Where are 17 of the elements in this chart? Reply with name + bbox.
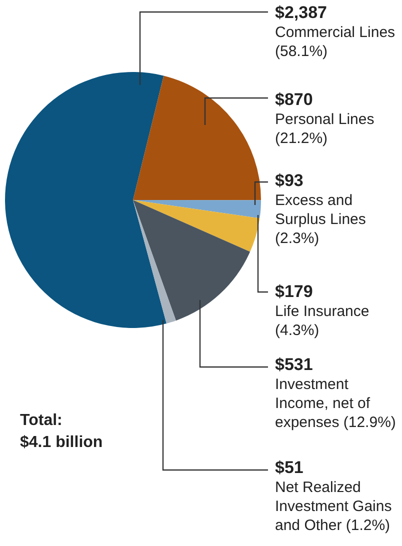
text: (2.3%) — [275, 230, 320, 247]
data-label: $93 — [275, 171, 304, 190]
text: (4.3%) — [275, 322, 320, 339]
category-label: Net Realized Investment Gains and Other (1.2%) — [275, 479, 392, 534]
category-label: Investment Income, net of expenses (12.9%) — [275, 376, 396, 431]
data-label: $870 — [275, 90, 313, 109]
slice-label: Personal Lines — [275, 111, 374, 128]
data-label: $531 — [275, 355, 313, 374]
data-label: $51 — [275, 458, 304, 477]
slice-label: Commercial Lines — [275, 24, 396, 41]
text: (21.2%) — [275, 130, 328, 147]
text: Total: $4.1 billion — [20, 411, 103, 453]
slice-label: Excess and Surplus Lines — [275, 192, 366, 228]
data-label: $2,387 — [275, 3, 327, 22]
slice-label: Life Insurance — [275, 303, 370, 320]
data-label: $179 — [275, 282, 313, 301]
text: (58.1%) — [275, 43, 328, 60]
